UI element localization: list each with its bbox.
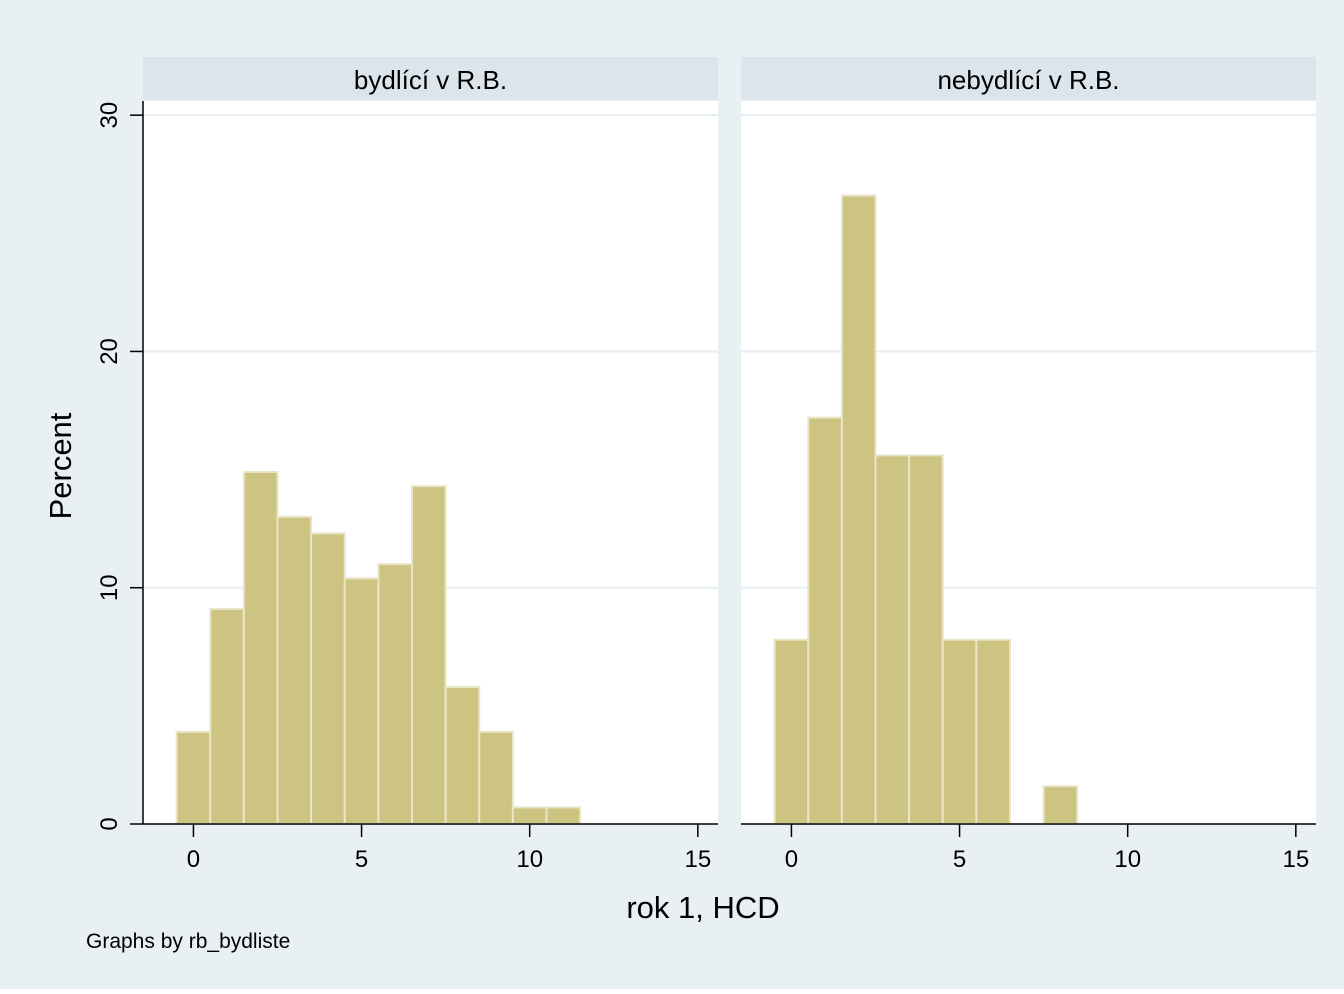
- histogram-bar: [807, 416, 843, 825]
- histogram-bar: [511, 806, 548, 825]
- histogram-bar: [276, 515, 313, 825]
- panel-2: nebydlící v R.B. 0 5 10 15: [741, 57, 1316, 873]
- y-tick-label: 20: [96, 338, 123, 365]
- x-tick-label: 5: [953, 846, 966, 873]
- histogram-bar: [411, 485, 447, 825]
- panel-title: bydlící v R.B.: [354, 65, 507, 95]
- histogram-bar: [444, 685, 481, 825]
- histogram-bar: [377, 563, 414, 825]
- histogram-bar: [478, 730, 514, 826]
- x-tick-label: 15: [1282, 846, 1309, 873]
- histogram-bar: [773, 638, 810, 825]
- histogram-bar: [840, 194, 877, 825]
- y-tick-label: 10: [96, 574, 123, 601]
- panel-title: nebydlící v R.B.: [937, 65, 1119, 95]
- panel-strip: [741, 57, 1316, 100]
- histogram-bar: [310, 532, 346, 825]
- x-tick-label: 0: [785, 846, 798, 873]
- histogram-bar: [941, 638, 978, 825]
- histogram-bar: [908, 454, 944, 825]
- panel-strip: [143, 57, 718, 100]
- x-axis-label: rok 1, HCD: [626, 890, 779, 925]
- histogram-bar: [975, 638, 1012, 825]
- x-tick-label: 15: [684, 846, 711, 873]
- x-tick-label: 5: [355, 846, 368, 873]
- histogram-bar: [343, 577, 380, 826]
- x-tick-label: 10: [516, 846, 543, 873]
- y-tick-label: 30: [96, 102, 123, 129]
- histogram-bar: [545, 806, 582, 825]
- histogram-bar: [874, 454, 911, 825]
- x-tick-label: 0: [187, 846, 200, 873]
- histogram-bar: [209, 607, 245, 825]
- panel-1: bydlící v R.B. 0 5 10 15 0 10 20 30: [96, 57, 718, 873]
- y-axis-label: Percent: [43, 412, 78, 519]
- histogram-bar: [175, 730, 212, 826]
- x-tick-label: 10: [1114, 846, 1141, 873]
- histogram-bar: [242, 470, 279, 825]
- panels-group: bydlící v R.B. 0 5 10 15 0 10 20 30 nebydlící v R…: [96, 57, 1316, 873]
- histogram-bar: [1042, 785, 1079, 826]
- y-tick-label: 0: [96, 817, 123, 830]
- graphs-by-note: Graphs by rb_bydliste: [86, 930, 290, 953]
